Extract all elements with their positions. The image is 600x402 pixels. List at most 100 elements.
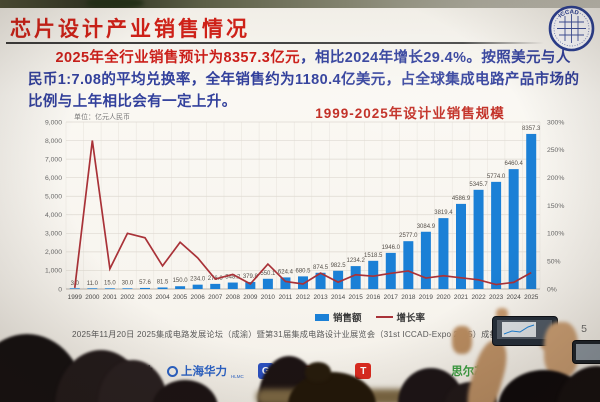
- phone-screen: [576, 344, 600, 360]
- bar: [69, 288, 80, 289]
- y-right-tick-label: 100%: [547, 231, 564, 238]
- summary-highlight: 2025年全行业销售预计为8357.3亿元: [55, 50, 301, 66]
- x-tick-label: 2002: [120, 294, 135, 301]
- bar: [298, 276, 308, 289]
- y-left-tick-label: 4,000: [45, 212, 62, 219]
- summary-body-text: ，相比2024年增长29.4%。按照美元与人民币1:7.08的平均兑换率，全年销…: [28, 50, 580, 110]
- y-right-tick-label: 50%: [547, 258, 561, 265]
- bar: [315, 272, 326, 289]
- bar: [227, 282, 238, 289]
- background-above-screen: [0, 0, 600, 10]
- y-right-tick-label: 250%: [547, 147, 564, 154]
- legend-label: 增长率: [396, 313, 426, 324]
- x-tick-label: 2007: [208, 294, 223, 301]
- background-shadow: [86, 0, 144, 9]
- x-tick-label: 2024: [507, 294, 522, 301]
- slide-footer: 2025年11月20日 2025集成电路发展论坛（成渝）暨第31届集成电路设计业…: [71, 330, 529, 339]
- bar: [122, 288, 133, 289]
- sponsor-label: 上海华力: [181, 366, 227, 378]
- bar-value-label: 3084.9: [417, 224, 436, 230]
- bar-value-label: 4586.9: [452, 196, 471, 202]
- y-right-tick-label: 150%: [547, 203, 564, 210]
- bar: [175, 286, 186, 289]
- bar-value-label: 1946.0: [382, 245, 401, 251]
- y-left-tick-label: 2,000: [45, 249, 62, 256]
- bar-value-label: 348.2: [225, 275, 241, 281]
- bar: [491, 181, 502, 289]
- x-tick-label: 1999: [68, 294, 83, 301]
- bar: [403, 241, 414, 289]
- x-tick-label: 2000: [85, 294, 100, 301]
- y-left-tick-label: 3,000: [45, 231, 62, 238]
- legend-label: 销售额: [332, 313, 362, 324]
- x-tick-label: 2014: [331, 294, 346, 301]
- x-tick-label: 2020: [436, 294, 451, 301]
- bar-value-label: 11.0: [87, 281, 99, 287]
- chart-unit-label: 单位：亿元人民币: [74, 114, 130, 121]
- bar-value-label: 6460.4: [504, 161, 523, 167]
- audience-head: [152, 380, 218, 402]
- bar: [140, 287, 150, 289]
- x-tick-label: 2003: [138, 294, 153, 301]
- bar-value-label: 5345.7: [469, 182, 488, 188]
- x-tick-label: 2011: [279, 294, 293, 301]
- bar-value-label: 30.0: [122, 280, 134, 286]
- x-tick-label: 2006: [191, 294, 206, 301]
- bar: [104, 288, 115, 289]
- bar: [262, 278, 273, 289]
- y-right-tick-label: 300%: [547, 119, 564, 126]
- x-tick-label: 2016: [366, 294, 381, 301]
- y-left-tick-label: 6,000: [45, 175, 62, 182]
- phone-screen-slide-preview: [502, 322, 536, 337]
- x-tick-label: 2005: [173, 294, 188, 301]
- x-tick-label: 2010: [261, 294, 276, 301]
- x-tick-label: 2017: [384, 294, 399, 301]
- x-tick-label: 2022: [471, 294, 486, 301]
- x-tick-label: 2013: [313, 294, 328, 301]
- chart-title: 1999-2025年设计业销售规模: [315, 106, 505, 121]
- sales-chart: 0 1,000 2,000 3,000 4,000 5,000 6,000 7,000 8,00…: [45, 119, 564, 301]
- y-right-tick-label: 0%: [547, 286, 557, 293]
- bar: [456, 203, 466, 289]
- x-tick-label: 2001: [103, 294, 118, 301]
- sponsor-logo-4: T: [355, 363, 372, 379]
- x-tick-label: 2021: [454, 294, 469, 301]
- sponsor-badge-icon: T: [355, 363, 372, 379]
- x-tick-label: 2009: [243, 294, 258, 301]
- x-tick-label: 2019: [419, 294, 434, 301]
- legend-item-growth: 增长率: [375, 310, 426, 324]
- bar-value-label: 8357.3: [522, 126, 541, 132]
- bar: [438, 218, 449, 289]
- slide-title: 芯片设计产业销售情况: [10, 18, 250, 41]
- bar-value-label: 1518.5: [364, 253, 383, 259]
- y-left-tick-label: 8,000: [45, 138, 62, 145]
- sponsor-logo-1: 上海华力 HLMC: [167, 363, 244, 379]
- bar-value-label: 3819.4: [434, 210, 453, 216]
- y-left-tick-label: 7,000: [45, 156, 62, 163]
- bar: [87, 288, 98, 289]
- page-number: 5: [581, 323, 587, 335]
- bar-value-label: 150.0: [173, 278, 189, 284]
- line-legend-swatch: [375, 316, 393, 318]
- bar-value-label: 234.0: [190, 277, 206, 283]
- legend-item-sales: 销售额: [314, 310, 362, 324]
- bar-value-label: 982.5: [331, 263, 347, 269]
- summary-paragraph: 2025年全行业销售预计为8357.3亿元，相比2024年增长29.4%。按照美…: [28, 48, 580, 113]
- bar: [420, 231, 431, 289]
- bar-value-label: 1234.2: [346, 258, 365, 264]
- y-right-tick-label: 200%: [547, 175, 564, 182]
- bar-value-label: 680.5: [295, 268, 311, 274]
- smartphone: [572, 340, 600, 364]
- bar-value-label: 81.5: [157, 279, 169, 285]
- x-tick-label: 2018: [401, 294, 416, 301]
- bar-value-label: 5774.0: [487, 174, 506, 180]
- hand: [452, 326, 472, 354]
- y-left-tick-label: 1,000: [45, 268, 62, 275]
- bar-value-label: 379.8: [243, 274, 259, 280]
- bar-value-label: 624.4: [278, 269, 294, 275]
- iccad-logo-icon: ICCAD: [548, 5, 595, 52]
- x-tick-label: 2015: [349, 294, 364, 301]
- bar-value-label: 15.0: [104, 281, 116, 287]
- bar: [192, 284, 203, 289]
